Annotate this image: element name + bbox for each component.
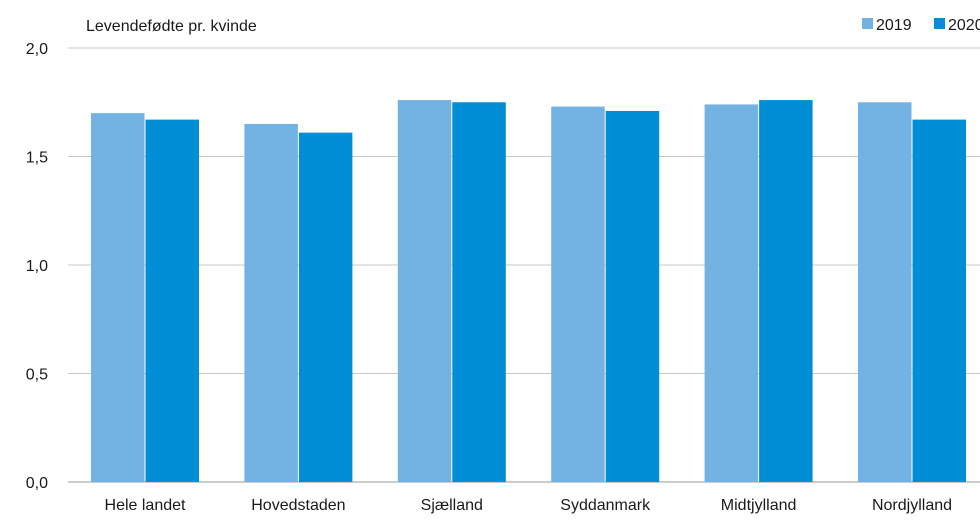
bar-2020-1 [298,132,353,482]
y-tick-label: 2,0 [26,41,48,58]
bars [91,100,966,483]
bar-2020-0 [145,119,199,483]
x-category-label: Nordjylland [872,497,952,514]
bar-2019-0 [91,113,145,482]
bar-2019-5 [858,102,912,482]
y-tick-label: 1,5 [26,150,48,167]
bar-2020-5 [912,119,966,483]
bar-2019-3 [551,106,605,482]
legend-label: 2019 [876,17,912,34]
bar-2020-3 [605,110,660,483]
bar-2020-2 [452,102,506,482]
bar-2020-4 [759,100,813,482]
legend-label: 2020 [948,17,980,34]
legend-swatch-2019 [862,18,873,29]
y-axis-unit-label: Levendefødte pr. kvinde [86,18,257,35]
bar-2019-1 [244,123,298,482]
bar-2019-4 [704,104,759,483]
y-axis-ticks: 0,0 0,5 1,0 1,5 2,0 [26,41,48,492]
legend-swatch-2020 [934,18,945,29]
gridlines [68,47,980,483]
y-tick-label: 1,0 [26,258,48,275]
legend: 2019 2020 [862,17,980,34]
x-category-label: Sjælland [421,497,483,514]
x-category-label: Midtjylland [721,497,797,514]
x-category-label: Syddanmark [560,497,651,514]
x-axis-categories: Hele landet Hovedstaden Sjælland Syddanmark… [105,497,953,514]
bar-2019-2 [397,100,452,482]
y-tick-label: 0,5 [26,367,48,384]
y-tick-label: 0,0 [26,475,48,492]
x-category-label: Hovedstaden [251,497,345,514]
x-category-label: Hele landet [105,497,187,514]
